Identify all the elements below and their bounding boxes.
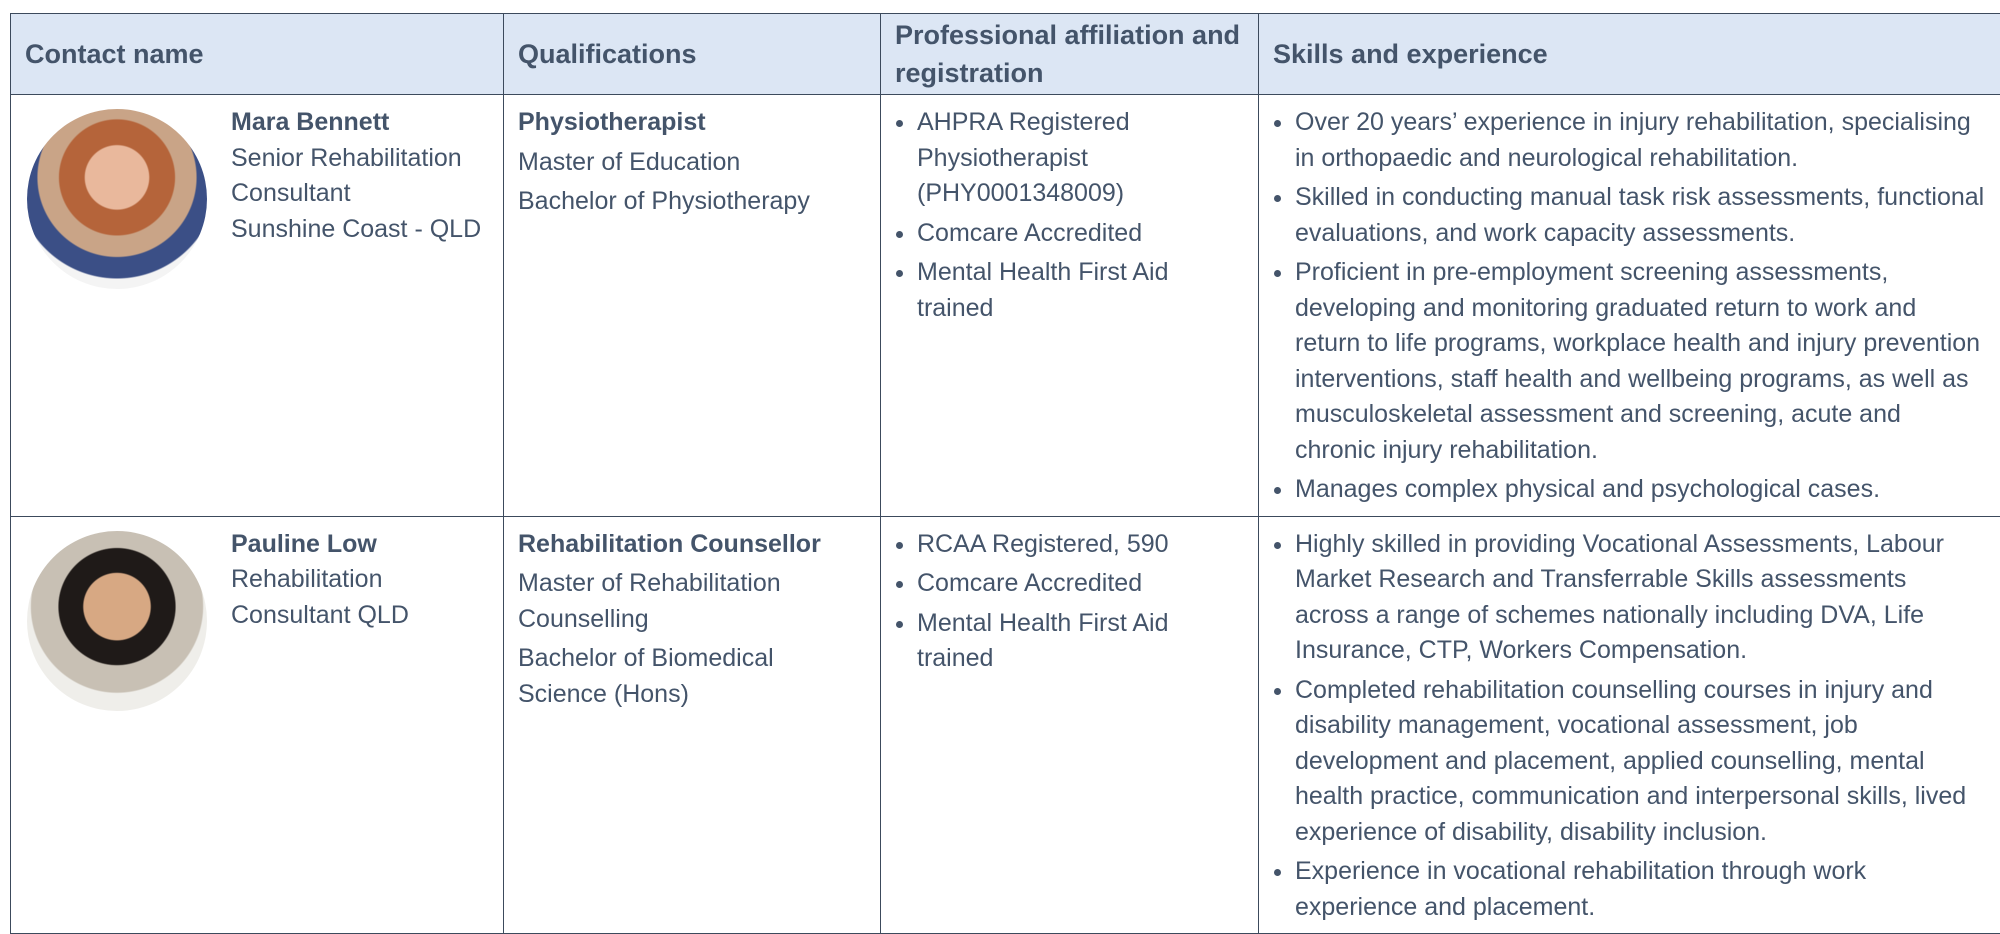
skills-cell: Highly skilled in providing Vocational A… [1259,516,2000,934]
contact-name: Pauline Low [231,530,377,558]
affiliation-list: RCAA Registered, 590Comcare Accredited Me… [895,527,1244,677]
affiliations-cell: RCAA Registered, 590Comcare Accredited Me… [881,516,1259,934]
affiliation: Comcare Accredited [917,566,1244,602]
contact: Mara Bennett Senior Rehabilitation Consul… [25,105,489,289]
skill: Over 20 years’ experience in injury reha… [1295,105,1986,176]
contact-row: Mara Bennett Senior Rehabilitation Consul… [11,95,2000,517]
affiliation: Mental Health First Aid trained [917,255,1244,326]
contact-row: Pauline Low Rehabilitation Consultant QLD… [11,516,2000,934]
qualification-line: Physiotherapist [518,105,866,141]
contact-name: Mara Bennett [231,108,389,136]
qualification: Bachelor of Biomedical Science (Hons) [518,641,866,712]
profile-photo [27,531,207,711]
qualification: Master of Education [518,145,866,181]
column-header: Professional affiliation and registratio… [881,14,1259,95]
qualifications-cell: Rehabilitation Counsellor Master of Rehab… [504,516,881,934]
column-header: Qualifications [504,14,881,95]
column-header: Skills and experience [1259,14,2000,95]
contact-info: Mara Bennett Senior Rehabilitation Consul… [231,105,489,289]
skill: Skilled in conducting manual task risk a… [1295,180,1986,251]
profile-photo [27,109,207,289]
affiliation: Mental Health First Aid trained [917,606,1244,677]
qualification-title: Rehabilitation Counsellor [518,530,821,558]
skills-list: Highly skilled in providing Vocational A… [1273,527,1986,926]
affiliation-list: AHPRA Registered Physiotherapist (PHY000… [895,105,1244,326]
page: Contacts {"header":{"columns":["Contact … [0,0,2000,909]
contact: Pauline Low Rehabilitation Consultant QLD [25,527,489,711]
qualification-title: Physiotherapist [518,108,706,136]
contact-role: Senior Rehabilitation Consultant [231,141,489,212]
qualification: Bachelor of Physiotherapy [518,184,866,220]
contact-cell: Mara Bennett Senior Rehabilitation Consul… [11,95,504,517]
affiliations-cell: AHPRA Registered Physiotherapist (PHY000… [881,95,1259,517]
skill: Proficient in pre-employment screening a… [1295,255,1986,468]
contact-cell: Pauline Low Rehabilitation Consultant QLD [11,516,504,934]
affiliation: RCAA Registered, 590 [917,527,1244,563]
contact-location: Sunshine Coast - QLD [231,212,489,248]
name-line: Pauline Low [231,527,489,563]
skill: Manages complex physical and psychologic… [1295,472,1986,508]
qualification: Master of Rehabilitation Counselling [518,566,866,637]
contact-info: Pauline Low Rehabilitation Consultant QLD [231,527,489,711]
column-header: Contact name [11,14,504,95]
qualification-line: Rehabilitation Counsellor [518,527,866,563]
skill: Experience in vocational rehabilitation … [1295,854,1986,925]
affiliation: AHPRA Registered Physiotherapist (PHY000… [917,105,1244,212]
affiliation: Comcare Accredited [917,216,1244,252]
contact-role: Rehabilitation Consultant QLD [231,562,489,633]
skills-list: Over 20 years’ experience in injury reha… [1273,105,1986,508]
skill: Highly skilled in providing Vocational A… [1295,527,1986,669]
skills-cell: Over 20 years’ experience in injury reha… [1259,95,2000,517]
name-line: Mara Bennett [231,105,489,141]
skill: Completed rehabilitation counselling cou… [1295,673,1986,851]
